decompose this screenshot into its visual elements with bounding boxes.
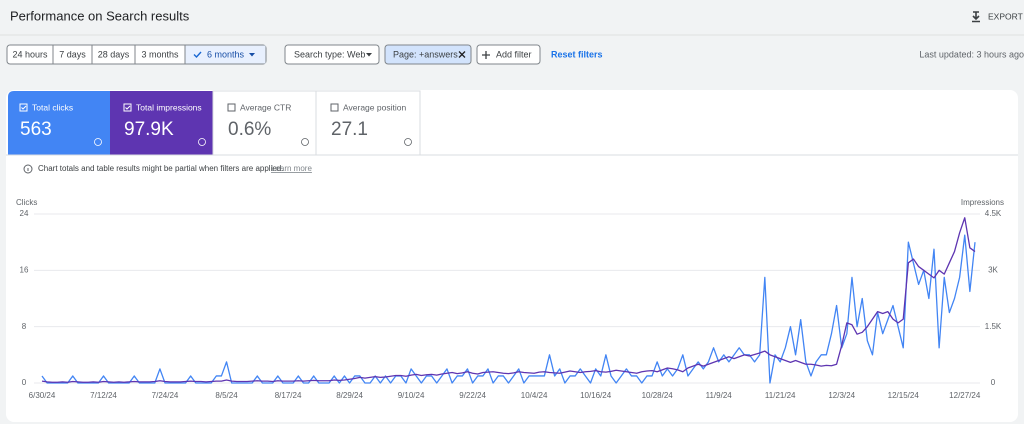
dropdown-icon (366, 53, 372, 57)
x-tick-label: 12/15/24 (888, 391, 920, 400)
x-tick-label: 6/30/24 (29, 391, 56, 400)
y-axis-title: Clicks (16, 198, 37, 207)
page-title: Performance on Search results (10, 8, 190, 23)
help-icon[interactable] (301, 138, 309, 146)
info-icon (23, 164, 33, 174)
x-tick-label: 10/4/24 (521, 391, 548, 400)
metric-value: 97.9K (124, 119, 174, 140)
chip-label: Search type: Web (294, 49, 365, 59)
y-tick-label: 24 (20, 209, 29, 218)
y2-tick-label: 4.5K (985, 209, 1002, 218)
metric-value: 563 (20, 119, 52, 140)
x-tick-label: 10/16/24 (580, 391, 612, 400)
range-selected-bg (185, 45, 266, 64)
reset-filters-link[interactable]: Reset filters (551, 49, 603, 59)
help-icon[interactable] (404, 138, 412, 146)
range-button[interactable]: 3 months (141, 49, 179, 59)
check-icon (125, 105, 131, 110)
x-tick-label: 9/22/24 (459, 391, 486, 400)
metric-tiles: Total clicks Total impressions Average C… (8, 90, 421, 156)
chip-frame (284, 44, 380, 65)
y2-tick-label: 1.5K (985, 322, 1002, 331)
download-icon (972, 11, 980, 23)
y-tick-label: 8 (22, 322, 27, 331)
x-tick-label: 12/27/24 (949, 391, 981, 400)
add-filter-button[interactable]: Add filter (476, 44, 541, 65)
search-type-chip[interactable]: Search type: Web (284, 44, 380, 65)
chip-label: Page: +answers (393, 49, 458, 59)
performance-card (6, 90, 1018, 422)
x-tick-label: 11/21/24 (765, 391, 796, 400)
checkbox (19, 103, 28, 112)
metric-tile-impressions[interactable] (110, 91, 213, 155)
check-icon (193, 51, 202, 59)
x-tick-label: 7/12/24 (90, 391, 117, 400)
x-tick-label: 8/29/24 (336, 391, 363, 400)
metric-value: 0.6% (228, 119, 271, 140)
metric-value: 27.1 (331, 119, 368, 140)
metric-label: Average position (343, 102, 406, 112)
x-tick-label: 10/28/24 (642, 391, 674, 400)
export-button[interactable]: EXPORT (972, 11, 1023, 23)
x-tick-label: 7/24/24 (152, 391, 179, 400)
y2-tick-label: 3K (988, 265, 998, 274)
range-button-selected[interactable]: 6 months (207, 49, 245, 59)
y-tick-label: 0 (22, 378, 27, 387)
close-icon (458, 51, 466, 58)
metric-tile-position[interactable] (315, 90, 421, 156)
x-tick-label: 9/10/24 (398, 391, 425, 400)
metric-label: Total clicks (32, 102, 73, 112)
y-tick-label: 16 (20, 265, 29, 274)
dropdown-icon (249, 53, 255, 57)
export-label: EXPORT (988, 11, 1023, 21)
y2-tick-label: 0 (991, 378, 996, 387)
range-selector: 24 hours 7 days 28 days 3 months 6 month… (6, 44, 267, 65)
x-tick-label: 8/17/24 (275, 391, 302, 400)
learn-more-link[interactable]: Learn more (271, 164, 312, 173)
y2-axis-title: Impressions (961, 198, 1004, 207)
checkbox (123, 103, 132, 112)
metric-label: Total impressions (136, 102, 202, 112)
button-frame (476, 44, 541, 65)
series-line (41, 234, 976, 384)
checkbox (330, 103, 339, 112)
x-tick-label: 11/9/24 (706, 391, 733, 400)
x-tick-label: 12/3/24 (828, 391, 855, 400)
x-tick-label: 8/5/24 (215, 391, 238, 400)
page-filter-chip[interactable]: Page: +answers (384, 44, 472, 65)
notice-text: Chart totals and table results might be … (38, 164, 283, 173)
metric-tile-clicks[interactable] (8, 91, 110, 155)
range-button[interactable]: 7 days (59, 49, 86, 59)
checkbox (227, 103, 236, 112)
plus-icon (482, 51, 490, 59)
check-icon (21, 105, 27, 110)
chart: 0 8 16 24 0 1.5K 3K 4.5K 6/30/24 7/12/24 7/24/24 8/… (20, 209, 1002, 400)
button-label: Add filter (496, 49, 532, 59)
range-button[interactable]: 24 hours (12, 49, 48, 59)
help-icon[interactable] (94, 138, 102, 146)
last-updated: Last updated: 3 hours ago (919, 49, 1024, 59)
help-icon[interactable] (198, 138, 206, 146)
series-line (41, 217, 976, 383)
metric-label: Average CTR (240, 102, 291, 112)
chip-frame (384, 44, 472, 65)
range-button[interactable]: 28 days (98, 49, 130, 59)
